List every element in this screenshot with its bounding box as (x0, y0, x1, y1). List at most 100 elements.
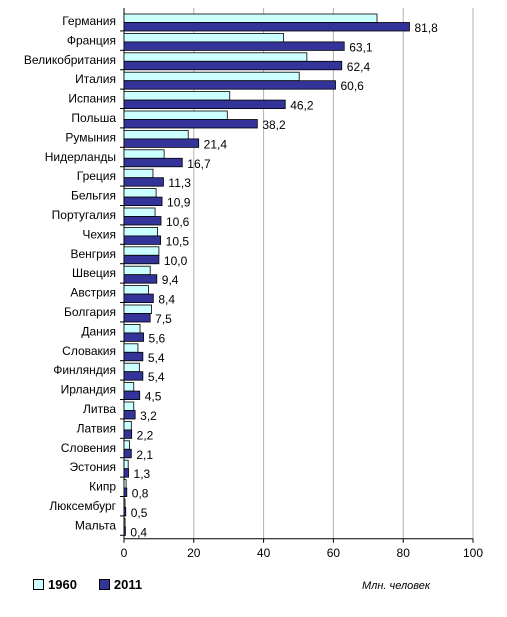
data-label: 1,3 (134, 467, 151, 481)
data-label: 2,2 (137, 428, 154, 442)
legend-item-1960: 1960 (33, 577, 77, 592)
category-label: Нидерланды (45, 150, 116, 164)
bar-2011-26 (124, 527, 125, 536)
bar-1960-3 (124, 72, 299, 81)
category-label: Германия (62, 14, 116, 28)
bar-2011-21 (124, 430, 132, 439)
data-label: 7,5 (155, 312, 172, 326)
data-label: 5,4 (148, 370, 165, 384)
bar-1960-6 (124, 130, 188, 139)
category-label: Кипр (89, 480, 116, 494)
data-label: 62,4 (347, 60, 371, 74)
data-label: 11,3 (168, 176, 191, 190)
category-label: Швеция (72, 266, 116, 280)
bar-1960-18 (124, 363, 139, 372)
bar-2011-19 (124, 391, 140, 400)
x-tick-label: 40 (257, 546, 271, 560)
category-label: Ирландия (61, 383, 116, 397)
bar-1960-25 (124, 499, 125, 508)
bar-1960-16 (124, 324, 140, 333)
category-label: Словакия (62, 344, 116, 358)
data-label: 0,8 (132, 487, 149, 501)
x-tick-label: 60 (327, 546, 341, 560)
category-label: Чехия (82, 227, 116, 241)
data-label: 0,5 (131, 506, 148, 520)
bar-2011-20 (124, 411, 135, 420)
bar-2011-18 (124, 372, 143, 381)
bar-1960-15 (124, 305, 152, 314)
data-label: 10,6 (166, 215, 190, 229)
x-tick-label: 80 (397, 546, 411, 560)
legend-label-1960: 1960 (48, 577, 77, 592)
category-label: Польша (71, 111, 116, 125)
bar-2011-1 (124, 42, 344, 51)
category-label: Финляндия (53, 363, 116, 377)
data-label: 81,8 (414, 21, 438, 35)
bar-1960-10 (124, 208, 155, 217)
bar-2011-16 (124, 333, 144, 342)
bar-2011-17 (124, 352, 143, 361)
category-label: Латвия (77, 421, 116, 435)
data-label: 8,4 (158, 293, 175, 307)
x-tick-label: 20 (187, 546, 201, 560)
category-label: Австрия (70, 286, 116, 300)
data-label: 4,5 (145, 390, 162, 404)
data-label: 16,7 (187, 157, 211, 171)
bar-2011-2 (124, 61, 342, 70)
bar-1960-11 (124, 227, 158, 236)
bar-1960-17 (124, 344, 138, 353)
bar-2011-11 (124, 236, 161, 245)
bar-1960-2 (124, 53, 307, 62)
data-label: 10,9 (167, 196, 191, 210)
category-label: Венгрия (70, 247, 116, 261)
units-label: Млн. человек (362, 580, 430, 592)
category-label: Мальта (75, 518, 116, 532)
data-label: 9,4 (162, 273, 179, 287)
legend-swatch-2011 (99, 579, 110, 590)
bar-2011-14 (124, 294, 153, 303)
category-label: Испания (68, 92, 116, 106)
bar-1960-7 (124, 150, 164, 159)
bar-2011-22 (124, 449, 131, 458)
bar-2011-8 (124, 178, 163, 187)
category-label: Бельгия (71, 189, 116, 203)
bar-1960-13 (124, 266, 150, 275)
bar-1960-24 (124, 480, 126, 489)
x-tick-label: 100 (463, 546, 483, 560)
data-label: 46,2 (290, 99, 314, 113)
category-label: Греция (77, 169, 116, 183)
category-label: Великобритания (24, 53, 116, 67)
data-label: 21,4 (204, 137, 228, 151)
bar-2011-7 (124, 158, 182, 167)
data-label: 60,6 (340, 79, 364, 93)
bar-1960-1 (124, 33, 283, 42)
bar-2011-13 (124, 275, 157, 284)
bar-1960-5 (124, 111, 227, 120)
category-label: Португалия (52, 208, 116, 222)
bar-1960-8 (124, 169, 153, 178)
bar-2011-24 (124, 488, 127, 497)
bar-2011-5 (124, 120, 257, 129)
data-label: 10,5 (166, 234, 190, 248)
bar-1960-4 (124, 92, 230, 101)
data-label: 2,1 (136, 448, 153, 462)
bar-1960-21 (124, 421, 131, 430)
data-label: 3,2 (140, 409, 157, 423)
bar-1960-9 (124, 189, 156, 198)
data-label: 0,4 (130, 525, 147, 539)
x-tick-label: 0 (121, 546, 128, 560)
bar-1960-12 (124, 247, 159, 256)
data-label: 5,4 (148, 351, 165, 365)
data-label: 5,6 (149, 331, 166, 345)
bar-1960-0 (124, 14, 377, 23)
bar-2011-9 (124, 197, 162, 206)
category-label: Эстония (70, 460, 117, 474)
category-label: Словения (61, 441, 116, 455)
data-label: 10,0 (164, 254, 188, 268)
legend-label-2011: 2011 (114, 577, 142, 592)
bar-2011-12 (124, 255, 159, 263)
bar-2011-10 (124, 217, 161, 226)
bar-1960-14 (124, 286, 148, 295)
